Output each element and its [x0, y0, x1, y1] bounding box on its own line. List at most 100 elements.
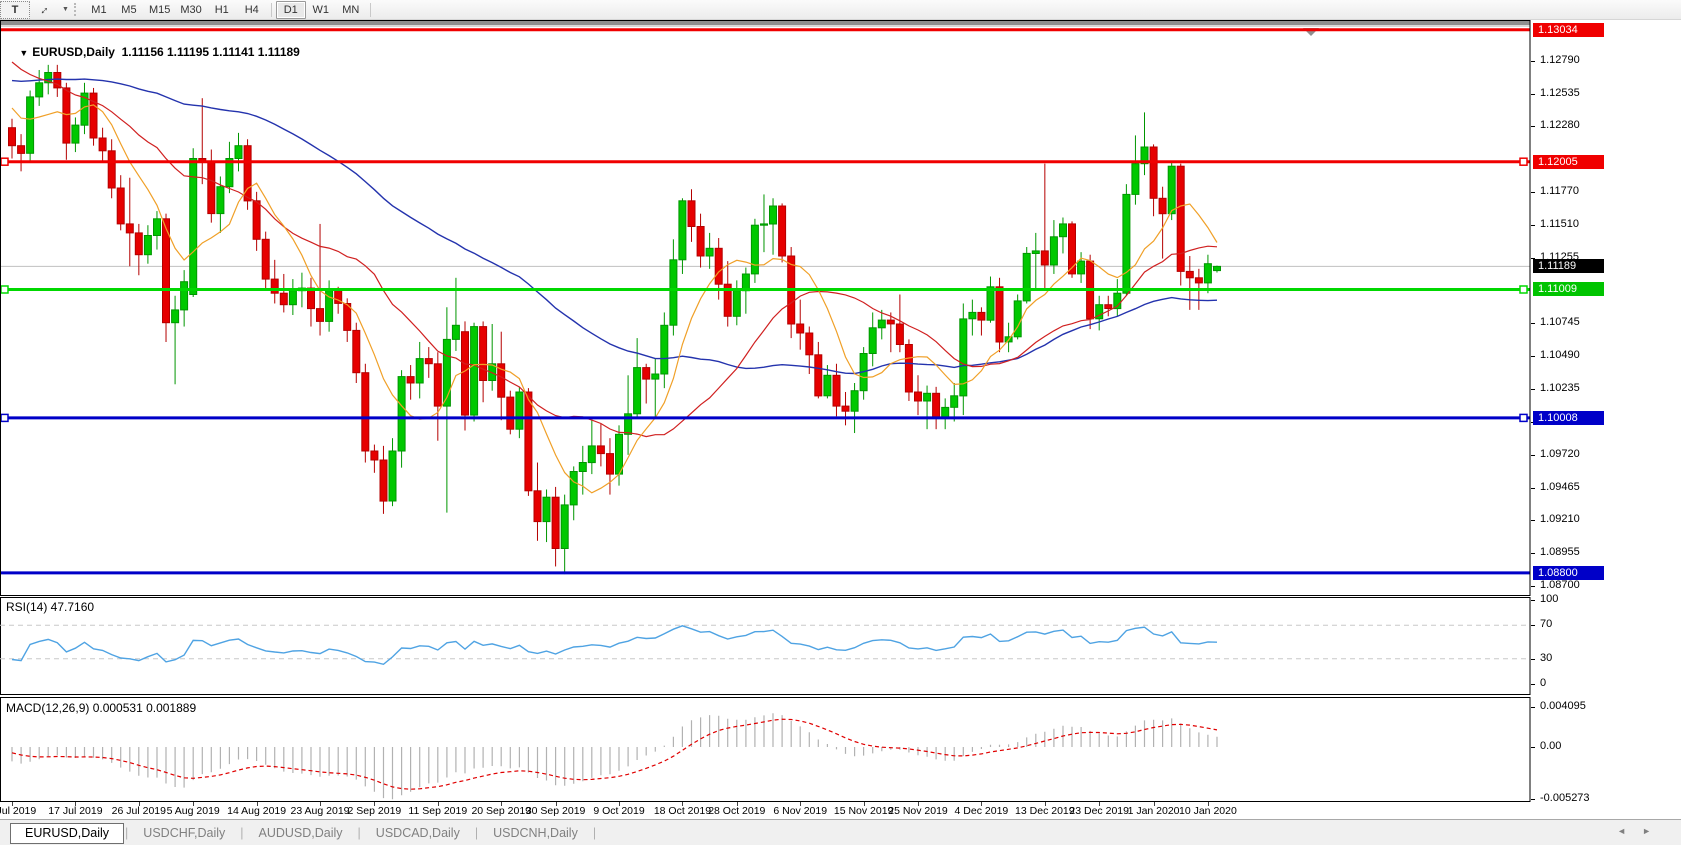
price-axis[interactable]: 1.12790 1.12535 1.12280 1.11770 1.11510 1.112… [1531, 20, 1681, 804]
arrows-tool-button[interactable]: ↕ [30, 1, 60, 19]
date-tick [918, 802, 919, 806]
price-tick-label: 1.10235 [1540, 381, 1580, 394]
date-tick-label: 20 Sep 2019 [471, 805, 532, 817]
date-tick [320, 802, 322, 806]
price-tick-label: 1.08700 [1540, 578, 1580, 591]
date-tick-label: 30 Sep 2019 [525, 805, 586, 817]
date-tick [800, 802, 802, 806]
price-tick-label: 1.12535 [1540, 86, 1580, 99]
macd-tick-label: -0.005273 [1540, 791, 1590, 804]
macd-tick-label: 0.004095 [1540, 700, 1586, 712]
timeframe-button-w1[interactable]: W1 [312, 3, 330, 16]
date-tick-label: 23 Dec 2019 [1069, 805, 1129, 817]
date-tick [437, 802, 439, 806]
date-tick [619, 802, 621, 806]
rsi-label: RSI(14) 47.7160 [6, 600, 95, 614]
chart-tab-audusd[interactable]: AUDUSD,Daily [258, 826, 343, 840]
date-tick-label: 23 Aug 2019 [290, 805, 350, 817]
axis-tick [1531, 707, 1535, 708]
chart-title-symbol: EURUSD,Daily [32, 45, 115, 59]
chart-title: ▼ EURUSD,Daily 1.11156 1.11195 1.11141 1.… [6, 31, 300, 73]
date-tick [12, 802, 13, 806]
axis-tick [1531, 61, 1535, 62]
date-tick [736, 802, 738, 806]
date-tick-label: 1 Jan 2020 [1127, 805, 1180, 817]
price-badge: 1.11009 [1533, 282, 1604, 297]
timeframe-button-m5[interactable]: M5 [121, 3, 137, 16]
axis-tick [1531, 552, 1535, 554]
price-badge: 1.10008 [1533, 410, 1604, 425]
date-tick [1207, 802, 1209, 806]
rsi-tick-label: 100 [1540, 593, 1559, 605]
chart-tab-usdcnh[interactable]: USDCNH,Daily [493, 826, 578, 840]
timeframe-button-d1[interactable]: D1 [275, 0, 306, 19]
axis-tick [1531, 625, 1535, 627]
arrows-dropdown-icon[interactable]: ▼ [62, 6, 69, 13]
text-tool-button[interactable]: T [0, 0, 30, 19]
timeframe-button-m15[interactable]: M15 [148, 3, 171, 16]
date-tick-label: 28 Oct 2019 [708, 805, 766, 817]
chart-tab-eurusd[interactable]: EURUSD,Daily [10, 822, 125, 844]
ohlc-dropdown-icon[interactable]: ▼ [19, 48, 29, 58]
axis-tick [1531, 520, 1535, 522]
timeframe-toolbar: M1 M5 M15 M30 H1 H4 D1 W1 MN [84, 0, 366, 19]
tab-separator: | [357, 826, 361, 840]
chart-title-ohlc: 1.11156 1.11195 1.11141 1.11189 [121, 45, 300, 59]
timeframe-button-mn[interactable]: MN [342, 3, 360, 16]
timeframe-button-m30[interactable]: M30 [180, 3, 202, 16]
axis-tick [1531, 191, 1535, 193]
chart-tab-usdcad[interactable]: USDCAD,Daily [375, 826, 460, 840]
date-tick-label: 4 Dec 2019 [954, 805, 1009, 817]
date-tick-label: 18 Oct 2019 [653, 805, 712, 817]
tab-scroll-arrows: ◄► [1617, 826, 1667, 836]
date-tick-label: 25 Nov 2019 [888, 805, 948, 817]
date-tick-label: 8 Jul 2019 [0, 805, 37, 817]
price-tick-label: 1.10490 [1540, 349, 1580, 362]
price-tick-label: 1.11510 [1540, 218, 1579, 231]
date-tick [981, 802, 983, 806]
price-tick-label: 1.09465 [1540, 480, 1580, 493]
macd-label: MACD(12,26,9) 0.000531 0.001889 [6, 701, 197, 715]
price-tick-label: 1.09720 [1540, 447, 1580, 460]
toolbar-grip[interactable] [73, 3, 81, 16]
date-tick-label: 10 Jan 2020 [1179, 805, 1237, 817]
tab-scroll-left-icon[interactable]: ◄ [1617, 826, 1643, 836]
price-tick-label: 1.12280 [1540, 119, 1580, 132]
timeframe-button-m1[interactable]: M1 [91, 3, 107, 16]
timeframe-button-h4[interactable]: H4 [244, 3, 259, 16]
toolbar-divider [270, 2, 272, 17]
tab-scroll-right-icon[interactable]: ► [1642, 826, 1667, 836]
date-tick-label: 26 Jul 2019 [111, 805, 166, 817]
axis-tick [1531, 225, 1535, 227]
tab-separator: | [592, 826, 597, 840]
price-tick-label: 1.10745 [1540, 316, 1580, 329]
axis-tick [1531, 798, 1535, 800]
date-tick [193, 802, 195, 806]
date-tick [863, 802, 865, 806]
axis-tick [1531, 600, 1535, 601]
axis-tick [1531, 684, 1535, 685]
rsi-tick-label: 70 [1540, 618, 1553, 631]
rsi-tick-label: 30 [1540, 651, 1553, 664]
chart-tab-usdchf[interactable]: USDCHF,Daily [143, 826, 226, 840]
axis-tick [1531, 487, 1535, 489]
axis-tick [1531, 323, 1535, 325]
date-tick-label: 9 Oct 2019 [593, 805, 645, 817]
timeframe-button-h1[interactable]: H1 [214, 3, 229, 16]
price-chart-svg[interactable] [0, 20, 1531, 802]
macd-tick-label: 0.00 [1540, 740, 1562, 752]
date-tick [256, 802, 258, 806]
axis-tick [1531, 93, 1535, 95]
date-tick-label: 6 Nov 2019 [773, 805, 828, 817]
price-tick-label: 1.12790 [1540, 54, 1580, 66]
tab-separator: | [240, 826, 244, 840]
date-tick [1099, 802, 1101, 806]
axis-tick [1531, 585, 1535, 587]
date-tick-label: 11 Sep 2019 [408, 805, 468, 817]
axis-tick [1531, 658, 1535, 660]
date-tick [1044, 802, 1046, 806]
price-tick-label: 1.08955 [1540, 545, 1580, 558]
toolbar: T ↕ ▼ M1 M5 M15 M30 H1 H4 D1 W1 MN [0, 0, 1681, 20]
